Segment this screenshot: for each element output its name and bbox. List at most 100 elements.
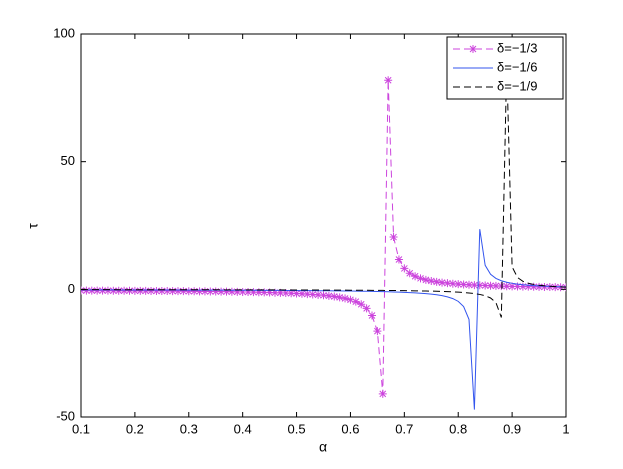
x-tick-label: 0.1 [72, 421, 90, 436]
y-tick-label: 100 [53, 25, 75, 40]
marker [341, 294, 350, 303]
marker [470, 281, 479, 290]
marker [227, 287, 236, 296]
marker [394, 255, 403, 264]
marker [152, 286, 161, 295]
marker [103, 286, 112, 295]
marker [82, 286, 91, 295]
marker [373, 327, 382, 336]
marker [438, 278, 447, 287]
x-tick-label: 0.3 [180, 421, 198, 436]
series-line [81, 64, 566, 318]
marker [87, 286, 96, 295]
marker [448, 279, 457, 288]
marker [120, 286, 129, 295]
x-axis-label: α [319, 439, 327, 455]
marker [389, 233, 398, 242]
marker [238, 287, 247, 296]
marker [93, 286, 102, 295]
marker [465, 280, 473, 289]
marker [179, 287, 188, 296]
marker [233, 287, 242, 296]
marker [497, 282, 506, 291]
x-tick-label: 1 [562, 421, 569, 436]
marker [206, 287, 215, 296]
marker [475, 281, 484, 290]
marker [292, 289, 301, 298]
marker [508, 282, 517, 291]
marker [416, 274, 425, 283]
marker [330, 292, 339, 301]
marker [405, 269, 414, 278]
marker [491, 281, 500, 290]
marker [335, 293, 344, 302]
marker [443, 279, 452, 288]
y-tick-label: 50 [61, 153, 75, 168]
x-tick-label: 0.7 [395, 421, 413, 436]
x-tick-label: 0.2 [126, 421, 144, 436]
marker [481, 281, 490, 290]
marker [157, 287, 166, 296]
marker [98, 286, 107, 295]
marker [524, 282, 533, 291]
marker [190, 287, 199, 296]
marker [319, 291, 328, 300]
marker [297, 289, 306, 298]
marker [125, 286, 134, 295]
marker [163, 287, 172, 296]
marker [362, 304, 371, 313]
marker [217, 287, 226, 296]
marker [486, 281, 495, 290]
marker [314, 290, 323, 299]
marker [368, 311, 376, 320]
marker [195, 287, 204, 296]
marker [136, 286, 145, 295]
marker [351, 297, 360, 306]
x-tick-label: 0.6 [341, 421, 359, 436]
marker [109, 286, 118, 295]
y-tick-label: -50 [56, 408, 75, 423]
marker [513, 282, 522, 291]
marker [421, 275, 430, 284]
marker [427, 276, 436, 285]
marker [141, 286, 150, 295]
legend-label: δ=−1/9 [497, 78, 538, 93]
marker [432, 277, 441, 286]
x-tick-label: 0.8 [449, 421, 467, 436]
marker [411, 272, 420, 281]
marker [545, 283, 554, 292]
plot-area [81, 64, 566, 410]
marker [200, 287, 209, 296]
marker [459, 280, 468, 289]
marker [211, 287, 220, 296]
x-tick-label: 0.4 [234, 421, 252, 436]
marker [184, 287, 193, 296]
marker [357, 300, 366, 309]
marker [287, 289, 296, 298]
marker [454, 280, 463, 289]
marker [518, 282, 527, 291]
marker [378, 389, 387, 398]
marker [529, 282, 538, 291]
legend-label: δ=−1/6 [497, 59, 538, 74]
legend-label: δ=−1/3 [497, 40, 538, 55]
y-tick-label: 0 [68, 281, 75, 296]
marker [147, 286, 156, 295]
marker [308, 290, 317, 299]
marker [281, 289, 290, 298]
marker [254, 288, 263, 297]
marker [114, 286, 123, 295]
marker [249, 288, 258, 297]
marker [540, 282, 549, 291]
marker [260, 288, 269, 297]
marker [222, 287, 231, 296]
marker [244, 288, 253, 297]
marker [384, 76, 393, 85]
y-axis-label: τ [25, 223, 41, 229]
marker [551, 283, 560, 292]
x-tick-label: 0.5 [288, 421, 306, 436]
marker [535, 282, 544, 291]
marker [276, 288, 285, 297]
marker [324, 291, 333, 300]
